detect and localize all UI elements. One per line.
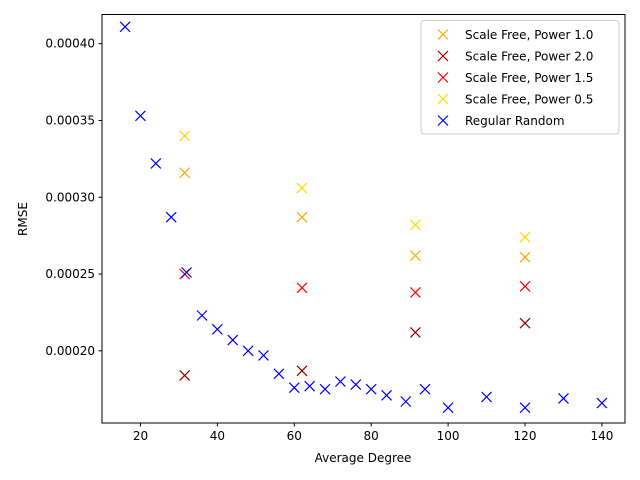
y-tick-label: 0.00020 bbox=[45, 344, 95, 358]
y-axis-ticks: 0.00020 0.00025 0.00030 0.00035 0.00040 bbox=[45, 37, 102, 358]
data-point-s4-13 bbox=[319, 383, 331, 395]
data-point-s1-1 bbox=[296, 365, 308, 377]
data-point-s4-15 bbox=[350, 379, 362, 391]
x-tick-label: 60 bbox=[287, 429, 302, 443]
data-point-s3-1 bbox=[296, 182, 308, 194]
data-point-s4-1 bbox=[135, 110, 146, 122]
data-point-s4-19 bbox=[419, 383, 431, 395]
legend-entry-1: Scale Free, Power 2.0 bbox=[465, 50, 593, 64]
data-point-s3-3 bbox=[519, 231, 531, 243]
data-point-s4-7 bbox=[227, 334, 239, 346]
data-point-s4-23 bbox=[558, 393, 569, 404]
data-point-s4-6 bbox=[211, 323, 223, 335]
legend: Scale Free, Power 1.0 Scale Free, Power 2… bbox=[420, 20, 620, 135]
legend-entry-3: Scale Free, Power 0.5 bbox=[465, 93, 593, 107]
data-point-s1-0 bbox=[179, 369, 191, 381]
data-point-s4-22 bbox=[519, 402, 531, 414]
legend-box bbox=[420, 20, 620, 135]
data-point-s4-18 bbox=[400, 396, 412, 407]
x-tick-label: 20 bbox=[133, 429, 148, 443]
data-point-s4-11 bbox=[288, 382, 300, 394]
data-point-s4-21 bbox=[481, 391, 492, 403]
legend-marker-0 bbox=[437, 29, 449, 40]
data-point-s4-8 bbox=[242, 345, 254, 357]
data-point-s4-24 bbox=[596, 397, 608, 409]
x-tick-label: 100 bbox=[437, 429, 460, 443]
data-point-s3-2 bbox=[409, 219, 421, 231]
x-axis-label: Average Degree bbox=[315, 451, 412, 465]
y-tick-label: 0.00025 bbox=[45, 267, 95, 281]
x-tick-label: 40 bbox=[210, 429, 225, 443]
data-point-s0-2 bbox=[409, 250, 421, 262]
data-point-s0-3 bbox=[519, 251, 531, 263]
x-axis-ticks: 20 40 60 80 100 120 140 bbox=[133, 423, 613, 443]
legend-marker-1 bbox=[437, 50, 449, 62]
legend-entry-4: Regular Random bbox=[465, 114, 565, 128]
legend-entry-0: Scale Free, Power 1.0 bbox=[465, 28, 593, 42]
data-point-s4-3 bbox=[165, 211, 177, 223]
y-tick-label: 0.00040 bbox=[45, 37, 95, 51]
data-point-s4-5 bbox=[196, 310, 208, 321]
data-point-s4-2 bbox=[150, 158, 162, 169]
x-tick-label: 140 bbox=[590, 429, 613, 443]
data-point-s4-0 bbox=[119, 21, 131, 33]
x-tick-label: 80 bbox=[364, 429, 379, 443]
y-tick-label: 0.00030 bbox=[45, 190, 95, 204]
legend-marker-2 bbox=[437, 72, 449, 83]
plot-frame bbox=[101, 14, 626, 424]
data-point-s4-10 bbox=[273, 368, 285, 380]
data-point-s2-3 bbox=[519, 280, 531, 292]
y-tick-label: 0.00035 bbox=[45, 113, 95, 127]
data-point-s4-20 bbox=[442, 402, 454, 414]
data-point-s2-1 bbox=[296, 282, 308, 294]
data-point-s4-14 bbox=[335, 376, 346, 387]
data-point-s4-12 bbox=[304, 380, 316, 392]
legend-entry-2: Scale Free, Power 1.5 bbox=[465, 71, 593, 85]
legend-marker-3 bbox=[437, 93, 449, 105]
data-point-s4-16 bbox=[365, 383, 377, 395]
data-point-s1-2 bbox=[409, 326, 421, 338]
data-point-s3-0 bbox=[179, 130, 191, 142]
data-marks bbox=[119, 21, 608, 414]
data-point-s4-4 bbox=[181, 267, 193, 278]
data-point-s0-1 bbox=[296, 211, 308, 223]
data-point-s0-0 bbox=[179, 167, 191, 179]
data-point-s2-2 bbox=[409, 287, 421, 298]
y-axis-label: RMSE bbox=[16, 202, 30, 236]
legend-marker-4 bbox=[437, 115, 449, 126]
data-point-s4-17 bbox=[381, 389, 392, 401]
x-tick-label: 120 bbox=[514, 429, 537, 443]
data-point-s1-3 bbox=[519, 317, 531, 329]
data-point-s4-9 bbox=[258, 350, 269, 361]
